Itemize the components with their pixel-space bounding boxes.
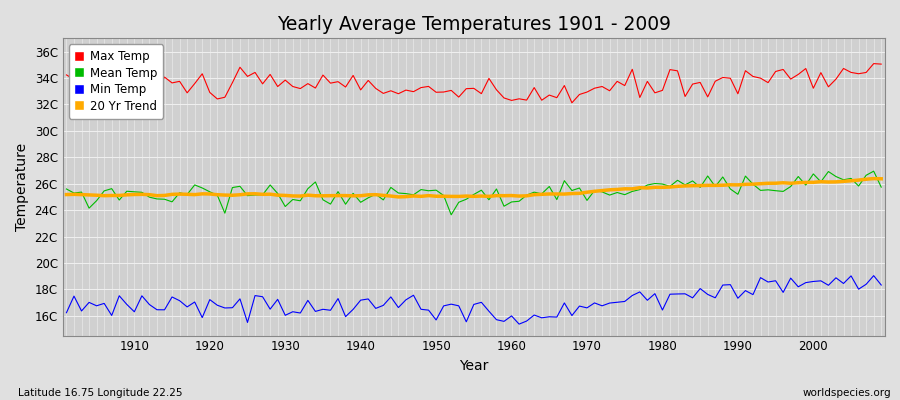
Text: Latitude 16.75 Longitude 22.25: Latitude 16.75 Longitude 22.25 — [18, 388, 183, 398]
Title: Yearly Average Temperatures 1901 - 2009: Yearly Average Temperatures 1901 - 2009 — [277, 15, 670, 34]
Legend: Max Temp, Mean Temp, Min Temp, 20 Yr Trend: Max Temp, Mean Temp, Min Temp, 20 Yr Tre… — [68, 44, 163, 119]
Text: worldspecies.org: worldspecies.org — [803, 388, 891, 398]
Y-axis label: Temperature: Temperature — [15, 143, 29, 231]
X-axis label: Year: Year — [459, 359, 489, 373]
